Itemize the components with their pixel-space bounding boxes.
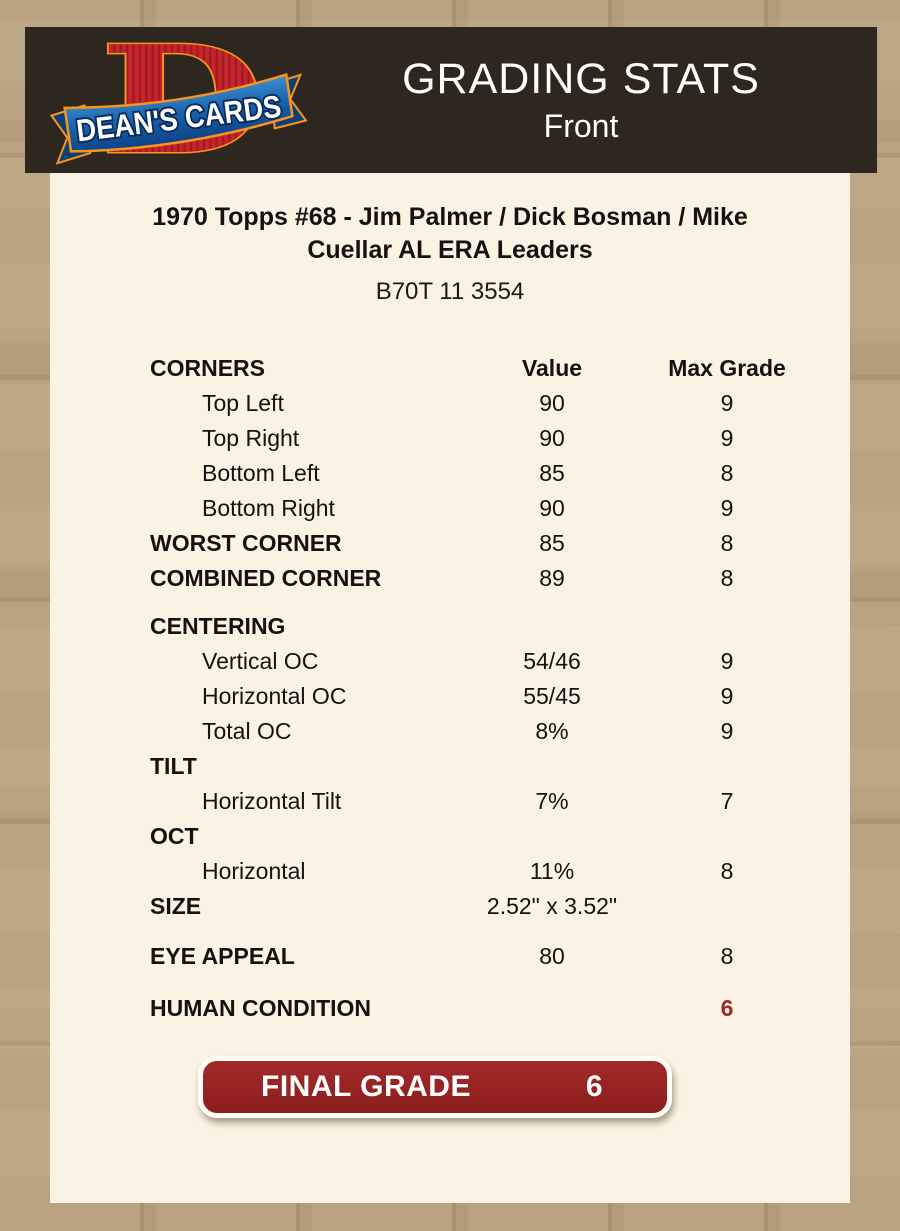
stat-max-grade: 6 bbox=[720, 995, 734, 1021]
brand-logo: D DEAN'S CARDS bbox=[25, 11, 313, 189]
stat-label: Total OC bbox=[202, 718, 292, 744]
stat-label: OCT bbox=[150, 823, 199, 849]
stat-label: HUMAN CONDITION bbox=[150, 995, 372, 1021]
table-row: Top Left 90 9 bbox=[150, 386, 850, 421]
stat-max-grade: 9 bbox=[720, 718, 734, 744]
final-grade-button[interactable]: FINAL GRADE 6 bbox=[198, 1056, 672, 1118]
stat-label: Horizontal bbox=[202, 858, 306, 884]
stat-value: 11% bbox=[529, 858, 575, 884]
stat-max-grade: 8 bbox=[720, 530, 734, 556]
table-row: CORNERS Value Max Grade bbox=[150, 351, 850, 386]
stat-max-grade: Max Grade bbox=[668, 355, 786, 381]
table-row: Bottom Left 85 8 bbox=[150, 456, 850, 491]
stats-table: CORNERS Value Max Grade Top Left 90 9 Top Righ… bbox=[50, 351, 850, 1026]
stat-label: CENTERING bbox=[150, 613, 286, 639]
stat-value: 2.52" x 3.52" bbox=[486, 893, 618, 919]
stat-value: 8% bbox=[535, 718, 569, 744]
table-section: HUMAN CONDITION 6 bbox=[150, 991, 850, 1026]
page-title: GRADING STATS bbox=[402, 55, 760, 103]
table-row: Top Right 90 9 bbox=[150, 421, 850, 456]
table-row: Horizontal Tilt 7% 7 bbox=[150, 784, 850, 819]
final-grade-value: 6 bbox=[585, 1070, 603, 1103]
final-grade-label: FINAL GRADE bbox=[261, 1070, 471, 1103]
stat-max-grade: 8 bbox=[720, 943, 734, 969]
stat-label: Horizontal OC bbox=[202, 683, 347, 709]
stat-label: SIZE bbox=[150, 893, 202, 919]
table-row: CENTERING bbox=[150, 609, 850, 644]
stat-label: EYE APPEAL bbox=[150, 943, 295, 969]
table-row: Bottom Right 90 9 bbox=[150, 491, 850, 526]
table-row: SIZE 2.52" x 3.52" bbox=[150, 889, 850, 924]
stat-value: 55/45 bbox=[523, 683, 581, 709]
stat-max-grade: 9 bbox=[720, 683, 734, 709]
stat-max-grade: 8 bbox=[720, 565, 734, 591]
stat-value: 90 bbox=[539, 390, 565, 416]
table-section: CORNERS Value Max Grade Top Left 90 9 Top Righ… bbox=[150, 351, 850, 596]
table-row: TILT bbox=[150, 749, 850, 784]
card-title: 1970 Topps #68 - Jim Palmer / Dick Bosma… bbox=[110, 201, 790, 267]
stat-label: Bottom Left bbox=[202, 460, 320, 486]
stat-max-grade: 9 bbox=[720, 495, 734, 521]
stat-value: 7% bbox=[535, 788, 569, 814]
page-subtitle: Front bbox=[543, 108, 619, 144]
stat-label: Bottom Right bbox=[202, 495, 335, 521]
stat-label: Top Left bbox=[202, 390, 284, 416]
stat-max-grade: 9 bbox=[720, 648, 734, 674]
table-row: HUMAN CONDITION 6 bbox=[150, 991, 850, 1026]
stat-label: WORST CORNER bbox=[150, 530, 342, 556]
table-section: EYE APPEAL 80 8 bbox=[150, 939, 850, 974]
stat-max-grade: 9 bbox=[720, 425, 734, 451]
table-row: COMBINED CORNER 89 8 bbox=[150, 561, 850, 596]
table-row: EYE APPEAL 80 8 bbox=[150, 939, 850, 974]
table-row: Horizontal 11% 8 bbox=[150, 854, 850, 889]
table-section: CENTERING Vertical OC 54/46 9 Horizontal OC 5… bbox=[150, 609, 850, 924]
stat-max-grade: 7 bbox=[720, 788, 734, 814]
table-row: WORST CORNER 85 8 bbox=[150, 526, 850, 561]
table-row: Vertical OC 54/46 9 bbox=[150, 644, 850, 679]
stat-value: 90 bbox=[539, 495, 565, 521]
stat-value: Value bbox=[521, 355, 583, 381]
deans-cards-logo-icon: D DEAN'S CARDS bbox=[49, 11, 308, 189]
table-row: Total OC 8% 9 bbox=[150, 714, 850, 749]
table-row: OCT bbox=[150, 819, 850, 854]
stat-label: Top Right bbox=[202, 425, 300, 451]
stat-label: COMBINED CORNER bbox=[150, 565, 382, 591]
stat-label: CORNERS bbox=[150, 355, 266, 381]
stat-value: 85 bbox=[539, 530, 565, 556]
stat-value: 54/46 bbox=[523, 648, 581, 674]
stat-label: TILT bbox=[150, 753, 197, 779]
header-titles: GRADING STATS Front bbox=[313, 53, 877, 147]
table-row: Horizontal OC 55/45 9 bbox=[150, 679, 850, 714]
stat-label: Horizontal Tilt bbox=[202, 788, 342, 814]
stat-max-grade: 9 bbox=[720, 390, 734, 416]
card-title-line1: 1970 Topps #68 - Jim Palmer / Dick Bosma… bbox=[152, 203, 748, 231]
stat-value: 80 bbox=[539, 943, 565, 969]
card-code: B70T 11 3554 bbox=[375, 278, 525, 305]
stat-max-grade: 8 bbox=[720, 460, 734, 486]
content-panel: 1970 Topps #68 - Jim Palmer / Dick Bosma… bbox=[50, 173, 850, 1203]
stat-label: Vertical OC bbox=[202, 648, 319, 674]
card-title-line2: Cuellar AL ERA Leaders bbox=[307, 236, 593, 264]
stat-max-grade: 8 bbox=[720, 858, 734, 884]
stat-value: 85 bbox=[539, 460, 565, 486]
stat-value: 89 bbox=[539, 565, 565, 591]
header-bar: D DEAN'S CARDS GRADING STATS Front bbox=[25, 11, 877, 189]
stat-value: 90 bbox=[539, 425, 565, 451]
